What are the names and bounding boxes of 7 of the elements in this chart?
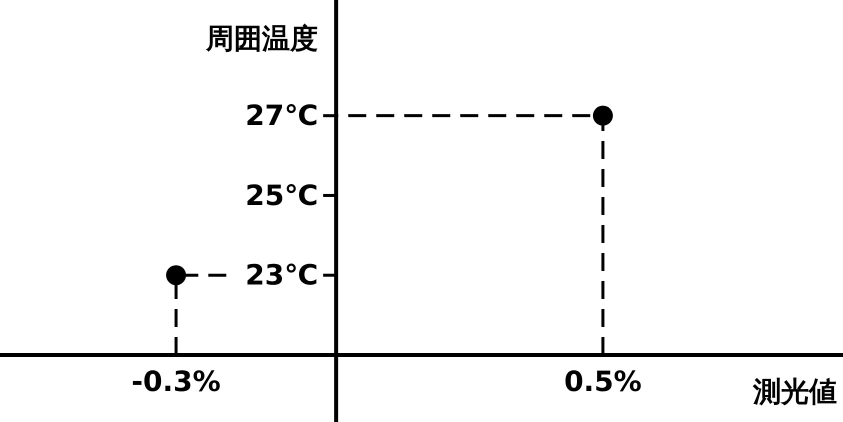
y-tick-label: 23℃	[245, 258, 318, 292]
x-tick-label: -0.3%	[131, 365, 221, 398]
y-tick-label: 27℃	[245, 99, 318, 132]
x-tick-label: 0.5%	[564, 365, 642, 398]
y-axis-title: 周囲温度	[205, 22, 318, 55]
y-tick-label: 25℃	[245, 178, 318, 212]
x-axis-title: 測光値	[752, 375, 837, 408]
